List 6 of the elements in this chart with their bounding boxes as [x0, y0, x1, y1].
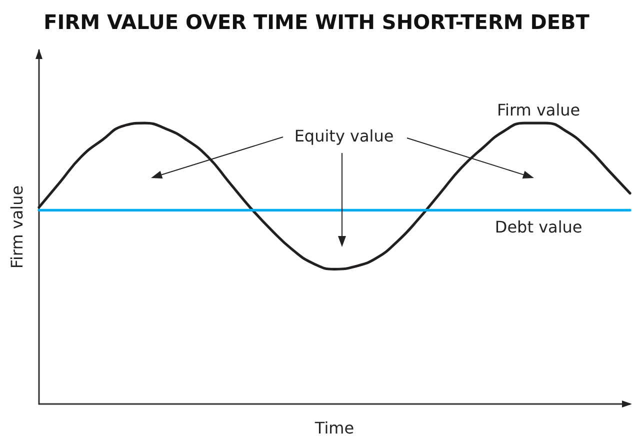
y-axis-title: Firm value — [8, 185, 26, 269]
x-axis-title: Time — [314, 418, 354, 438]
annotation: Equity value — [294, 126, 394, 146]
series-label: Debt value — [494, 218, 582, 237]
series-label: Firm value — [496, 100, 580, 120]
chart-title: FIRM VALUE OVER TIME WITH SHORT-TERM DEBT — [44, 10, 590, 34]
